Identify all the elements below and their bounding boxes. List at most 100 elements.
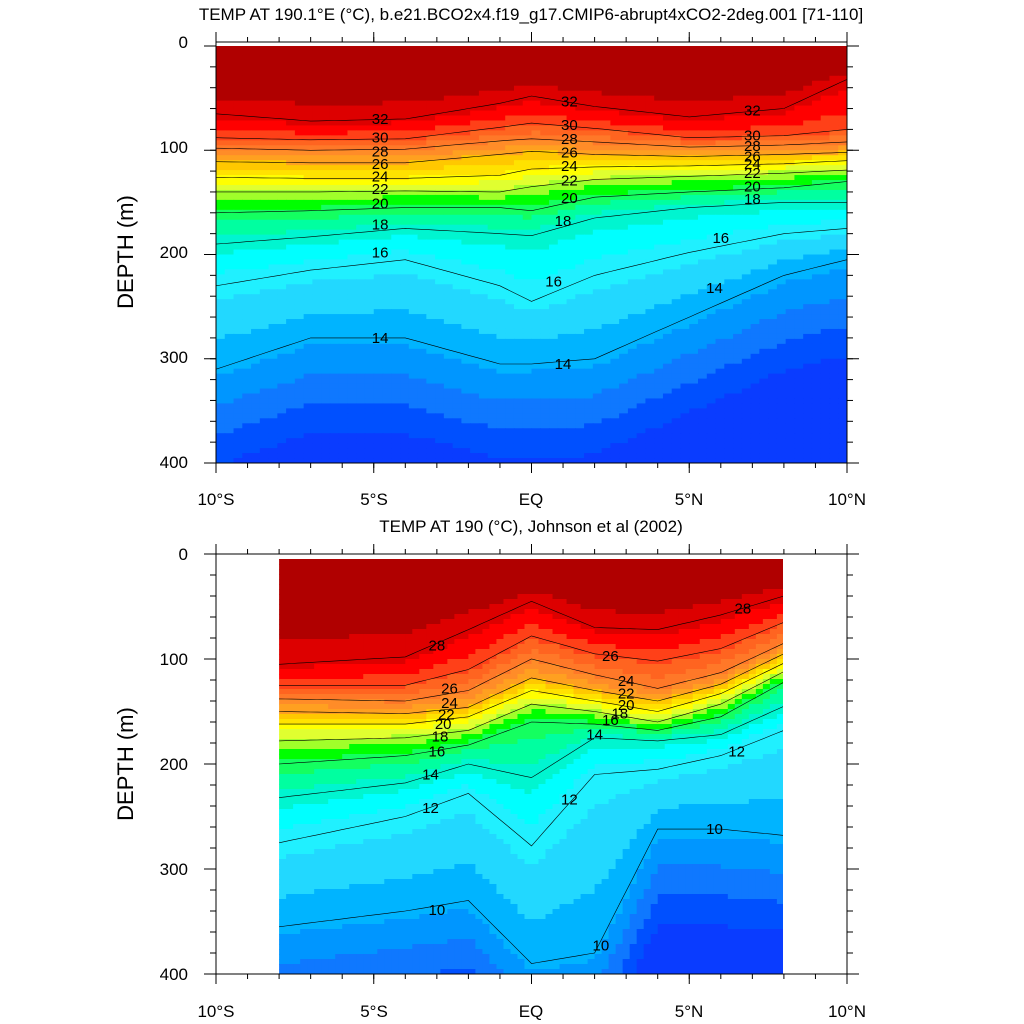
contour-fill-cell [242, 299, 252, 305]
contour-fill-cell [513, 125, 524, 131]
contour-fill-cell [364, 304, 375, 310]
contour-fill-cell [820, 175, 831, 181]
contour-fill-cell [408, 224, 419, 231]
contour-fill-cell [522, 75, 533, 82]
contour-fill-cell [321, 194, 331, 201]
contour-fill-cell [303, 70, 313, 77]
contour-fill-cell [724, 214, 734, 221]
contour-fill-cell [575, 264, 585, 270]
contour-fill-cell [715, 294, 725, 300]
contour-fill-cell [400, 358, 410, 365]
contour-fill-cell [829, 378, 839, 385]
contour-fill-cell [487, 100, 498, 107]
contour-fill-cell [216, 180, 226, 186]
contour-fill-cell [610, 294, 620, 300]
contour-fill-cell [662, 284, 673, 290]
contour-fill-cell [706, 180, 717, 186]
contour-fill-cell [531, 328, 541, 335]
contour-fill-cell [452, 95, 462, 102]
contour-fill-cell [364, 388, 375, 395]
contour-fill-cell [513, 100, 524, 107]
contour-fill-cell [251, 180, 261, 186]
contour-fill-cell [268, 90, 278, 97]
contour-fill-cell [741, 65, 752, 72]
contour-fill-cell [592, 110, 603, 117]
contour-fill-cell [233, 85, 243, 92]
contour-fill-cell [478, 105, 489, 112]
contour-fill-cell [557, 105, 568, 112]
contour-fill-cell [251, 314, 261, 320]
contour-fill-cell [645, 289, 655, 295]
contour-fill-cell [531, 333, 541, 340]
contour-fill-cell [443, 214, 454, 221]
contour-fill-cell [452, 209, 462, 216]
contour-fill-cell [443, 150, 454, 156]
contour-fill-cell [671, 185, 682, 191]
contour-fill-cell [645, 95, 655, 102]
contour-fill-cell [575, 95, 585, 102]
contour-fill-cell [338, 274, 349, 280]
contour-fill-cell [566, 199, 576, 206]
contour-fill-cell [820, 46, 831, 52]
contour-fill-cell [268, 150, 278, 156]
contour-fill-cell [575, 279, 585, 285]
contour-fill-cell [312, 194, 322, 201]
contour-fill-cell [741, 333, 752, 340]
contour-fill-cell [557, 363, 568, 370]
contour-fill-cell [435, 50, 445, 57]
contour-fill-cell [364, 204, 375, 211]
contour-fill-cell [671, 299, 682, 305]
contour-fill-cell [338, 353, 349, 360]
contour-fill-cell [242, 155, 252, 161]
contour-fill-cell [680, 194, 690, 201]
contour-fill-cell [356, 55, 366, 62]
contour-fill-cell [382, 368, 392, 375]
contour-fill-cell [426, 70, 436, 77]
contour-fill-cell [347, 90, 357, 97]
contour-fill-cell [741, 90, 752, 97]
contour-fill-cell [750, 170, 760, 176]
contour-fill-cell [706, 65, 717, 72]
contour-fill-cell [347, 50, 357, 57]
contour-fill-cell [724, 279, 734, 285]
contour-fill-cell [750, 289, 760, 295]
contour-fill-cell [382, 214, 392, 221]
contour-fill-cell [347, 274, 357, 280]
contour-fill-cell [724, 80, 734, 87]
contour-fill-cell [531, 70, 541, 77]
contour-fill-cell [452, 70, 462, 77]
contour-fill-cell [251, 284, 261, 290]
contour-fill-cell [224, 185, 235, 191]
contour-fill-cell [487, 269, 498, 275]
contour-fill-cell [724, 125, 734, 131]
contour-fill-cell [224, 80, 235, 87]
contour-fill-cell [540, 348, 550, 355]
contour-fill-cell [347, 125, 357, 131]
contour-fill-cell [820, 338, 831, 345]
contour-fill-cell [645, 274, 655, 280]
contour-fill-cell [470, 155, 480, 161]
contour-fill-cell [549, 353, 559, 360]
contour-fill-cell [233, 383, 243, 390]
contour-fill-cell [224, 55, 235, 62]
contour-fill-cell [400, 155, 410, 161]
contour-fill-cell [636, 95, 647, 102]
contour-fill-cell [549, 249, 559, 256]
contour-fill-cell [531, 100, 541, 107]
contour-fill-cell [251, 289, 261, 295]
contour-fill-cell [592, 259, 603, 266]
contour-fill-cell [522, 55, 533, 62]
contour-fill-cell [689, 85, 699, 92]
contour-fill-cell [382, 150, 392, 156]
contour-fill-cell [321, 328, 331, 335]
contour-fill-cell [329, 155, 340, 161]
contour-fill-cell [531, 244, 541, 251]
contour-fill-cell [321, 85, 331, 92]
contour-fill-cell [505, 229, 515, 236]
contour-fill-cell [452, 314, 462, 320]
contour-fill-cell [356, 279, 366, 285]
contour-fill-cell [461, 150, 471, 156]
contour-fill-cell [733, 373, 743, 380]
contour-fill-cell [557, 135, 568, 141]
contour-fill-cell [321, 46, 331, 52]
